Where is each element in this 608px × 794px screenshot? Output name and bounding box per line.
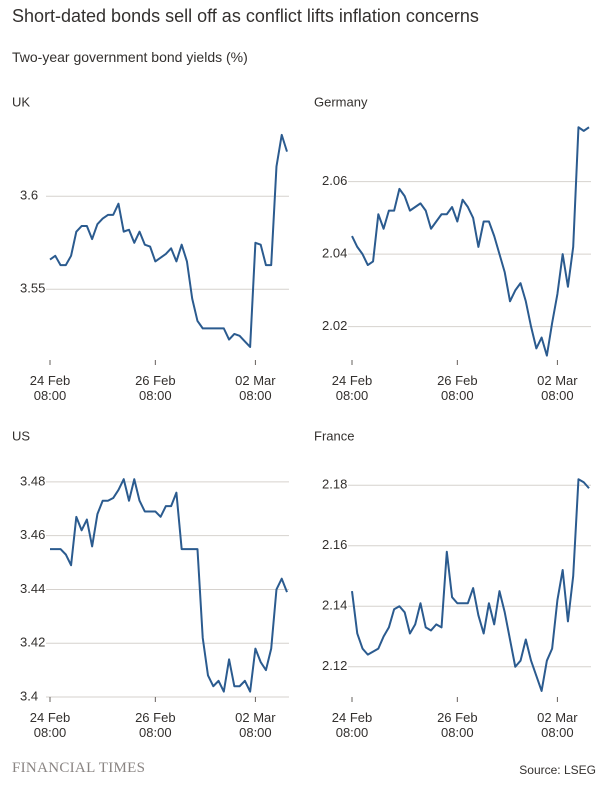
panel-title: France bbox=[314, 428, 354, 443]
y-tick-label: 2.14 bbox=[322, 598, 347, 613]
line-series bbox=[50, 478, 288, 693]
y-tick-label: 2.12 bbox=[322, 658, 347, 673]
x-tick-label: 26 Feb 08:00 bbox=[135, 373, 176, 403]
subtitle: Two-year government bond yields (%) bbox=[12, 49, 248, 65]
x-tick-label: 26 Feb 08:00 bbox=[437, 373, 478, 403]
y-tick-label: 2.18 bbox=[322, 477, 347, 492]
x-tick-label: 26 Feb 08:00 bbox=[437, 710, 478, 740]
y-tick-label: 3.46 bbox=[20, 527, 45, 542]
x-tick-label: 24 Feb 08:00 bbox=[331, 710, 373, 740]
page-title: Short-dated bonds sell off as conflict l… bbox=[12, 6, 479, 26]
panel-title: UK bbox=[12, 94, 30, 109]
y-tick-label: 3.48 bbox=[20, 473, 45, 488]
y-tick-label: 2.02 bbox=[322, 318, 347, 333]
x-tick-label: 24 Feb 08:00 bbox=[29, 373, 71, 403]
y-tick-label: 2.16 bbox=[322, 537, 347, 552]
panel-title: US bbox=[12, 428, 30, 443]
x-tick-label: 02 Mar 08:00 bbox=[537, 373, 578, 403]
source: Source: LSEG bbox=[519, 763, 596, 777]
y-tick-label: 2.04 bbox=[322, 246, 347, 261]
y-tick-label: 3.44 bbox=[20, 581, 45, 596]
line-series bbox=[351, 126, 590, 357]
x-tick-label: 26 Feb 08:00 bbox=[135, 710, 176, 740]
y-tick-label: 3.42 bbox=[20, 635, 45, 650]
y-tick-label: 3.4 bbox=[20, 688, 38, 703]
line-series bbox=[49, 133, 288, 348]
y-tick-label: 2.06 bbox=[322, 173, 347, 188]
y-tick-label: 3.55 bbox=[20, 281, 45, 296]
panel-title: Germany bbox=[314, 94, 368, 109]
logo: FINANCIAL TIMES bbox=[12, 760, 146, 776]
x-tick-label: 24 Feb 08:00 bbox=[29, 710, 71, 740]
x-tick-label: 02 Mar 08:00 bbox=[537, 710, 578, 740]
line-series bbox=[351, 478, 590, 692]
x-tick-label: 02 Mar 08:00 bbox=[235, 710, 276, 740]
y-tick-label: 3.6 bbox=[20, 188, 38, 203]
x-tick-label: 24 Feb 08:00 bbox=[331, 373, 373, 403]
x-tick-label: 02 Mar 08:00 bbox=[235, 373, 276, 403]
